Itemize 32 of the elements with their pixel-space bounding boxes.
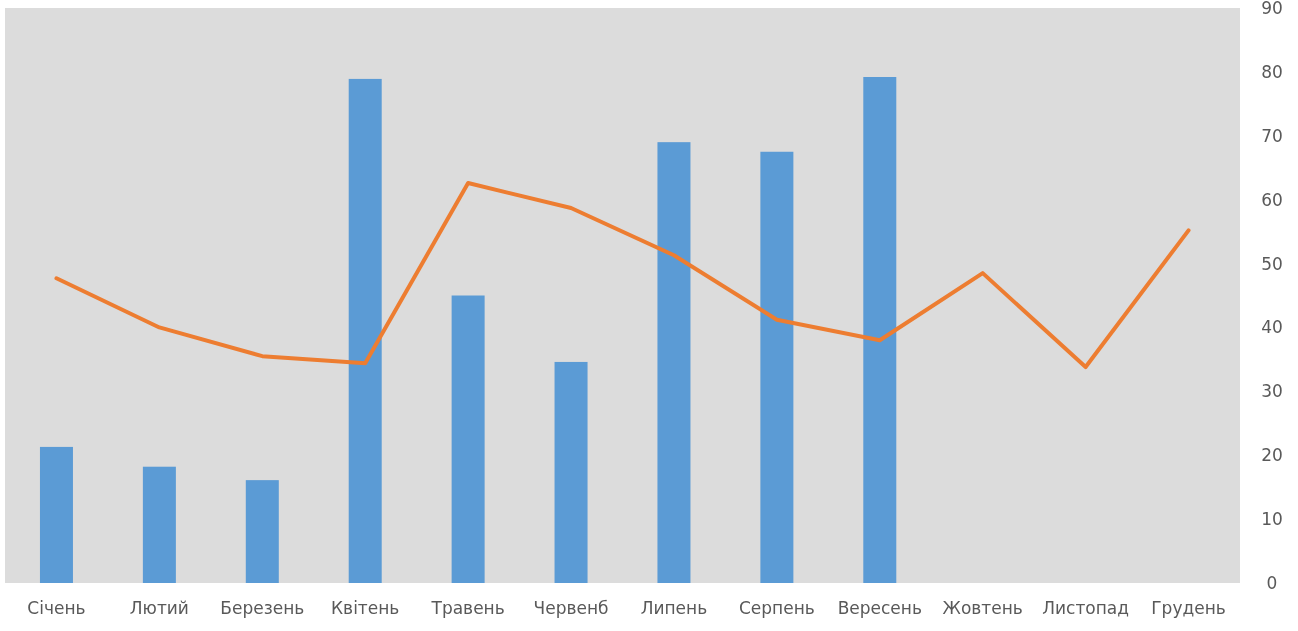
x-tick-label: Липень <box>640 598 708 618</box>
bar <box>348 78 382 583</box>
y-tick-label: 20 <box>1261 445 1283 466</box>
line-series <box>54 181 1191 370</box>
bar <box>863 77 897 583</box>
y-tick-label: 90 <box>1261 0 1283 18</box>
y-tick-label: 0 <box>1266 572 1278 593</box>
bar <box>142 466 176 583</box>
x-tick-label: Вересень <box>837 598 922 618</box>
x-tick-label: Січень <box>27 598 86 618</box>
bar <box>451 295 485 583</box>
y-tick-label: 80 <box>1261 61 1283 82</box>
y-tick-label: 60 <box>1261 189 1283 210</box>
x-tick-label: Грудень <box>1151 598 1226 618</box>
bar <box>760 151 794 583</box>
x-tick-label: Листопад <box>1042 598 1130 618</box>
y-tick-label: 50 <box>1261 253 1283 274</box>
bar <box>657 142 691 583</box>
x-tick-label: Червенб <box>533 598 609 618</box>
x-tick-label: Квітень <box>331 598 400 618</box>
x-tick-label: Травень <box>430 598 505 618</box>
x-tick-label: Лютий <box>129 598 189 618</box>
y-tick-label: 40 <box>1261 317 1283 338</box>
y-tick-label: 10 <box>1261 509 1283 530</box>
y-tick-label: 70 <box>1261 125 1283 146</box>
x-tick-label: Березень <box>220 598 305 618</box>
x-tick-label: Жовтень <box>942 598 1023 618</box>
x-tick-label: Серпень <box>738 598 815 618</box>
bar <box>554 361 588 583</box>
y-tick-label: 30 <box>1261 381 1283 402</box>
bar <box>39 446 73 583</box>
bar <box>245 480 279 583</box>
